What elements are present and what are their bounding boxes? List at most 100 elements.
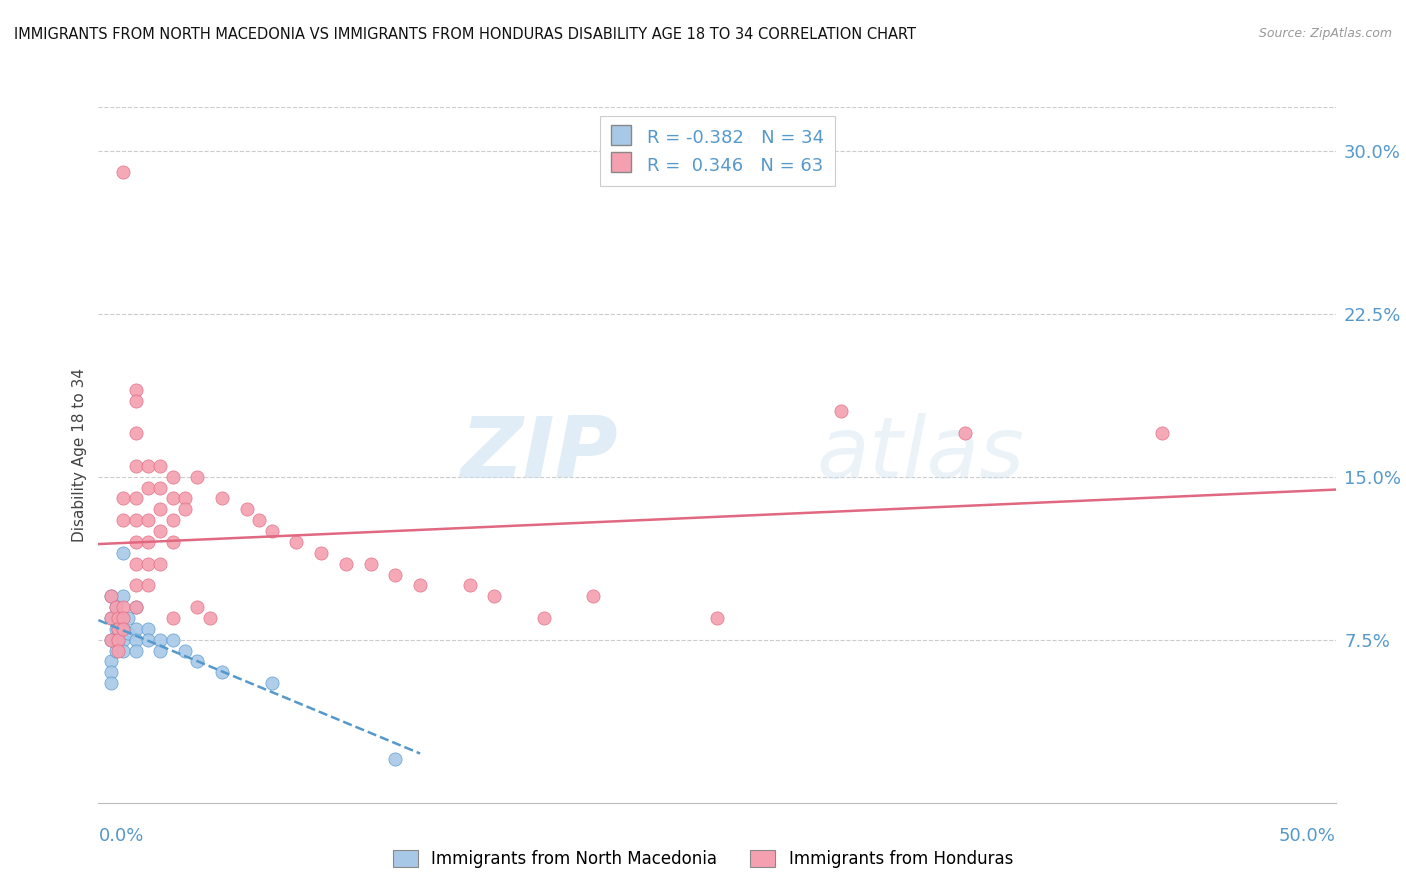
Point	[112, 546, 135, 560]
Point	[174, 502, 197, 516]
Legend: R = -0.382   N = 34, R =  0.346   N = 63: R = -0.382 N = 34, R = 0.346 N = 63	[599, 116, 835, 186]
Point	[104, 632, 127, 647]
Point	[484, 589, 506, 603]
Point	[124, 632, 146, 647]
Point	[211, 665, 233, 680]
Point	[162, 513, 184, 527]
Point	[100, 589, 122, 603]
Point	[830, 404, 852, 418]
Point	[186, 469, 208, 483]
Point	[107, 632, 129, 647]
Point	[458, 578, 481, 592]
Text: Source: ZipAtlas.com: Source: ZipAtlas.com	[1258, 27, 1392, 40]
Point	[136, 535, 159, 549]
Point	[136, 578, 159, 592]
Point	[384, 567, 406, 582]
Point	[582, 589, 605, 603]
Y-axis label: Disability Age 18 to 34: Disability Age 18 to 34	[72, 368, 87, 542]
Point	[124, 643, 146, 657]
Point	[149, 481, 172, 495]
Text: 50.0%: 50.0%	[1279, 827, 1336, 845]
Point	[260, 524, 283, 538]
Point	[198, 611, 221, 625]
Point	[149, 643, 172, 657]
Point	[309, 546, 332, 560]
Point	[100, 611, 122, 625]
Point	[149, 632, 172, 647]
Point	[186, 600, 208, 615]
Point	[1152, 426, 1174, 441]
Point	[162, 469, 184, 483]
Point	[107, 611, 129, 625]
Point	[124, 513, 146, 527]
Point	[117, 611, 139, 625]
Point	[100, 632, 122, 647]
Point	[706, 611, 728, 625]
Point	[112, 622, 135, 636]
Point	[104, 622, 127, 636]
Point	[136, 481, 159, 495]
Point	[149, 458, 172, 473]
Point	[136, 557, 159, 571]
Point	[112, 589, 135, 603]
Point	[124, 578, 146, 592]
Point	[100, 655, 122, 669]
Text: 0.0%: 0.0%	[98, 827, 143, 845]
Point	[104, 600, 127, 615]
Point	[360, 557, 382, 571]
Point	[124, 557, 146, 571]
Point	[100, 611, 122, 625]
Point	[100, 665, 122, 680]
Point	[112, 622, 135, 636]
Point	[136, 458, 159, 473]
Text: ZIP: ZIP	[460, 413, 619, 497]
Point	[107, 632, 129, 647]
Point	[174, 643, 197, 657]
Point	[162, 611, 184, 625]
Point	[162, 491, 184, 506]
Point	[186, 655, 208, 669]
Point	[107, 622, 129, 636]
Point	[149, 524, 172, 538]
Point	[124, 426, 146, 441]
Point	[100, 632, 122, 647]
Point	[112, 611, 135, 625]
Point	[112, 611, 135, 625]
Point	[285, 535, 308, 549]
Point	[107, 622, 129, 636]
Point	[384, 752, 406, 766]
Point	[124, 600, 146, 615]
Point	[112, 513, 135, 527]
Point	[149, 502, 172, 516]
Point	[211, 491, 233, 506]
Point	[124, 491, 146, 506]
Point	[104, 643, 127, 657]
Point	[117, 626, 139, 640]
Point	[236, 502, 259, 516]
Point	[335, 557, 357, 571]
Point	[174, 491, 197, 506]
Point	[124, 458, 146, 473]
Point	[124, 622, 146, 636]
Point	[124, 535, 146, 549]
Point	[162, 632, 184, 647]
Point	[409, 578, 432, 592]
Point	[112, 632, 135, 647]
Point	[953, 426, 976, 441]
Point	[260, 676, 283, 690]
Point	[136, 622, 159, 636]
Point	[124, 393, 146, 408]
Point	[107, 643, 129, 657]
Text: IMMIGRANTS FROM NORTH MACEDONIA VS IMMIGRANTS FROM HONDURAS DISABILITY AGE 18 TO: IMMIGRANTS FROM NORTH MACEDONIA VS IMMIG…	[14, 27, 917, 42]
Point	[112, 165, 135, 179]
Point	[124, 383, 146, 397]
Point	[112, 643, 135, 657]
Point	[162, 535, 184, 549]
Point	[533, 611, 555, 625]
Point	[247, 513, 270, 527]
Point	[112, 491, 135, 506]
Point	[149, 557, 172, 571]
Point	[124, 600, 146, 615]
Point	[136, 513, 159, 527]
Point	[100, 589, 122, 603]
